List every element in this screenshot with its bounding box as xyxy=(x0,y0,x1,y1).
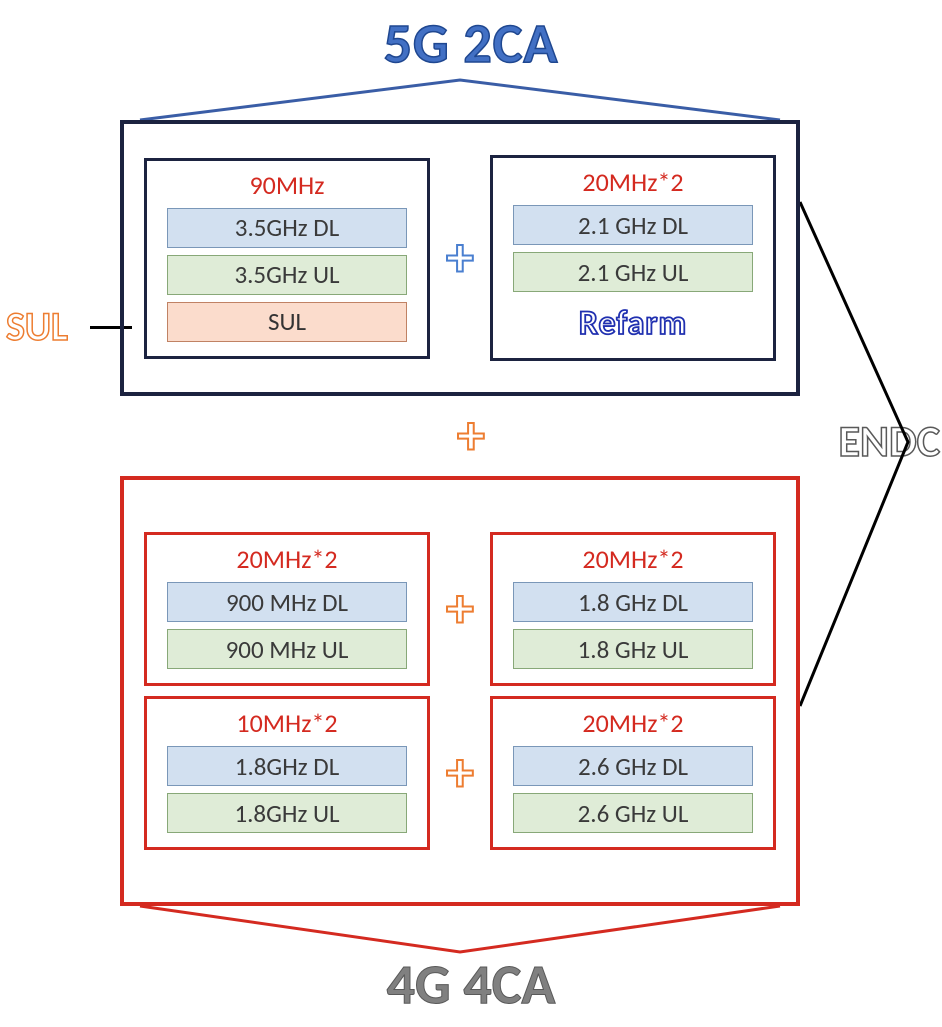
block-5g-b: 20MHz*2 2.1 GHz DL 2.1 GHz UL Refarm xyxy=(490,155,776,361)
bw-label: 10MHz*2 xyxy=(236,707,337,739)
bar-dl: 1.8 GHz DL xyxy=(513,582,753,622)
block-5g-a: 90MHz 3.5GHz DL 3.5GHz UL SUL xyxy=(144,158,430,359)
brace-4g xyxy=(120,902,800,958)
group-4g: 20MHz*2 900 MHz DL 900 MHz UL + 20MHz*2 … xyxy=(120,476,800,906)
row-4g-1: 10MHz*2 1.8GHz DL 1.8GHz UL + 20MHz*2 2.… xyxy=(140,696,780,850)
refarm-label: Refarm xyxy=(579,303,687,344)
title-5g-2ca: 5G 2CA xyxy=(384,10,559,78)
bw-label: 90MHz xyxy=(249,169,324,201)
bar-ul: 2.6 GHz UL xyxy=(513,793,753,833)
plus-icon: + xyxy=(430,230,490,286)
block-4g-10: 10MHz*2 1.8GHz DL 1.8GHz UL xyxy=(144,696,430,850)
label-sul: SUL xyxy=(6,302,68,351)
bar-dl: 1.8GHz DL xyxy=(167,746,407,786)
label-endc: ENDC xyxy=(839,414,940,468)
row-4g-0: 20MHz*2 900 MHz DL 900 MHz UL + 20MHz*2 … xyxy=(140,532,780,686)
plus-icon: + xyxy=(430,581,490,637)
plus-icon: + xyxy=(430,745,490,801)
bw-label: 20MHz*2 xyxy=(582,543,683,575)
bar-ul: 2.1 GHz UL xyxy=(513,252,753,292)
title-4g-4ca: 4G 4CA xyxy=(387,951,556,1019)
group-5g: 90MHz 3.5GHz DL 3.5GHz UL SUL + 20MHz*2 … xyxy=(120,120,800,396)
block-4g-00: 20MHz*2 900 MHz DL 900 MHz UL xyxy=(144,532,430,686)
bar-ul: 3.5GHz UL xyxy=(167,255,407,295)
bar-ul: 900 MHz UL xyxy=(167,629,407,669)
bar-ul: 1.8 GHz UL xyxy=(513,629,753,669)
block-4g-11: 20MHz*2 2.6 GHz DL 2.6 GHz UL xyxy=(490,696,776,850)
bar-dl: 2.1 GHz DL xyxy=(513,205,753,245)
bw-label: 20MHz*2 xyxy=(236,543,337,575)
bar-sul: SUL xyxy=(167,302,407,342)
bar-dl: 900 MHz DL xyxy=(167,582,407,622)
block-4g-01: 20MHz*2 1.8 GHz DL 1.8 GHz UL xyxy=(490,532,776,686)
bw-label: 20MHz*2 xyxy=(582,707,683,739)
bar-dl: 2.6 GHz DL xyxy=(513,746,753,786)
plus-icon-endc: + xyxy=(441,408,501,464)
bar-ul: 1.8GHz UL xyxy=(167,793,407,833)
bw-label: 20MHz*2 xyxy=(582,166,683,198)
brace-5g xyxy=(120,74,800,124)
bar-dl: 3.5GHz DL xyxy=(167,208,407,248)
